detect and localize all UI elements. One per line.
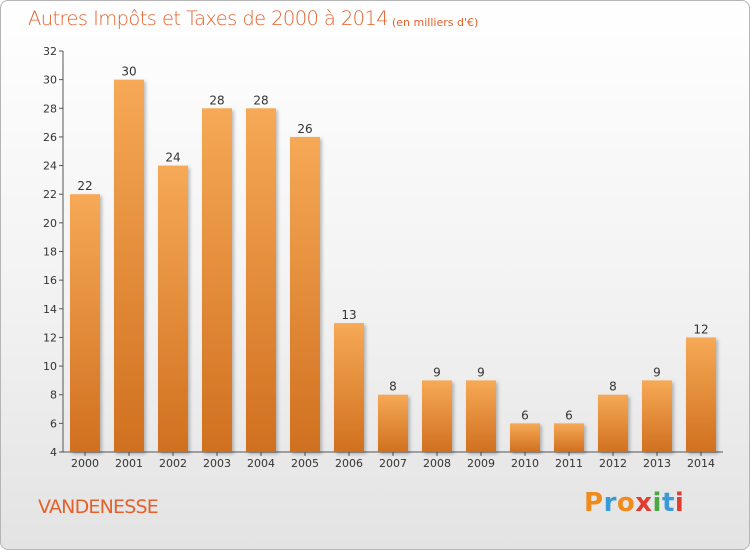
bar-2004[interactable] (246, 108, 276, 453)
y-tick-label: 14 (43, 303, 57, 316)
bar-2012[interactable] (598, 394, 628, 452)
x-tick-label: 2010 (511, 457, 539, 470)
x-tick-label: 2009 (467, 457, 495, 470)
logo-letter: P (584, 488, 604, 518)
x-tick-label: 2004 (247, 457, 275, 470)
logo-letter: t (661, 488, 675, 518)
x-tick-label: 2007 (379, 457, 407, 470)
bar-value-label: 6 (521, 408, 529, 422)
logo-letter: i (674, 488, 685, 518)
x-tick-label: 2013 (643, 457, 671, 470)
chart-title: Autres Impôts et Taxes de 2000 à 2014 (28, 7, 389, 30)
x-tick-label: 2006 (335, 457, 363, 470)
bar-2013[interactable] (642, 380, 672, 452)
bar-2000[interactable] (70, 194, 100, 452)
bar-2014[interactable] (686, 337, 716, 452)
commune-name: VANDENESSE (38, 496, 159, 518)
bar-2010[interactable] (510, 423, 540, 452)
bar-value-label: 9 (433, 365, 441, 379)
x-tick-label: 2003 (203, 457, 231, 470)
logo-letter: o (616, 488, 636, 518)
y-tick-label: 8 (50, 389, 57, 402)
bar-value-label: 24 (165, 151, 180, 165)
y-tick-label: 26 (43, 131, 57, 144)
bar-2007[interactable] (378, 394, 408, 452)
y-tick-label: 32 (43, 45, 57, 58)
y-tick-label: 24 (43, 160, 57, 173)
bar-2003[interactable] (202, 108, 232, 453)
bar-value-label: 9 (477, 365, 485, 379)
y-tick-label: 18 (43, 246, 57, 259)
bar-2011[interactable] (554, 423, 584, 452)
y-tick-label: 6 (50, 417, 57, 430)
logo-letter: i (652, 488, 662, 518)
chart-subtitle: (en milliers d'€) (392, 16, 479, 29)
bar-2005[interactable] (290, 136, 320, 452)
x-tick-label: 2008 (423, 457, 451, 470)
proxiti-logo[interactable]: Proxiti (584, 488, 684, 518)
bar-value-label: 28 (253, 93, 268, 107)
bar-value-label: 26 (297, 122, 312, 136)
bar-2009[interactable] (466, 380, 496, 452)
logo-letter: r (603, 488, 617, 518)
x-tick-label: 2012 (599, 457, 627, 470)
bar-value-label: 30 (121, 65, 136, 79)
x-tick-label: 2011 (555, 457, 583, 470)
x-tick-label: 2000 (71, 457, 99, 470)
bar-2006[interactable] (334, 323, 364, 452)
bar-2001[interactable] (114, 79, 144, 453)
x-tick-label: 2014 (687, 457, 715, 470)
bar-value-label: 13 (341, 308, 356, 322)
x-tick-label: 2001 (115, 457, 143, 470)
x-tick-label: 2005 (291, 457, 319, 470)
bar-value-label: 12 (693, 322, 708, 336)
bar-2008[interactable] (422, 380, 452, 452)
logo-letter: x (635, 488, 653, 518)
y-tick-label: 20 (43, 217, 57, 230)
bar-value-label: 9 (653, 365, 661, 379)
y-tick-label: 30 (43, 74, 57, 87)
x-tick-label: 2002 (159, 457, 187, 470)
bar-value-label: 8 (389, 380, 397, 394)
bar-value-label: 8 (609, 380, 617, 394)
y-tick-label: 4 (50, 446, 57, 459)
y-tick-label: 12 (43, 331, 57, 344)
y-tick-label: 10 (43, 360, 57, 373)
bar-2002[interactable] (158, 165, 188, 453)
bar-value-label: 28 (209, 93, 224, 107)
bar-value-label: 6 (565, 408, 573, 422)
bar-value-label: 22 (77, 179, 92, 193)
y-tick-label: 16 (43, 274, 57, 287)
y-tick-label: 22 (43, 188, 57, 201)
y-tick-label: 28 (43, 102, 57, 115)
